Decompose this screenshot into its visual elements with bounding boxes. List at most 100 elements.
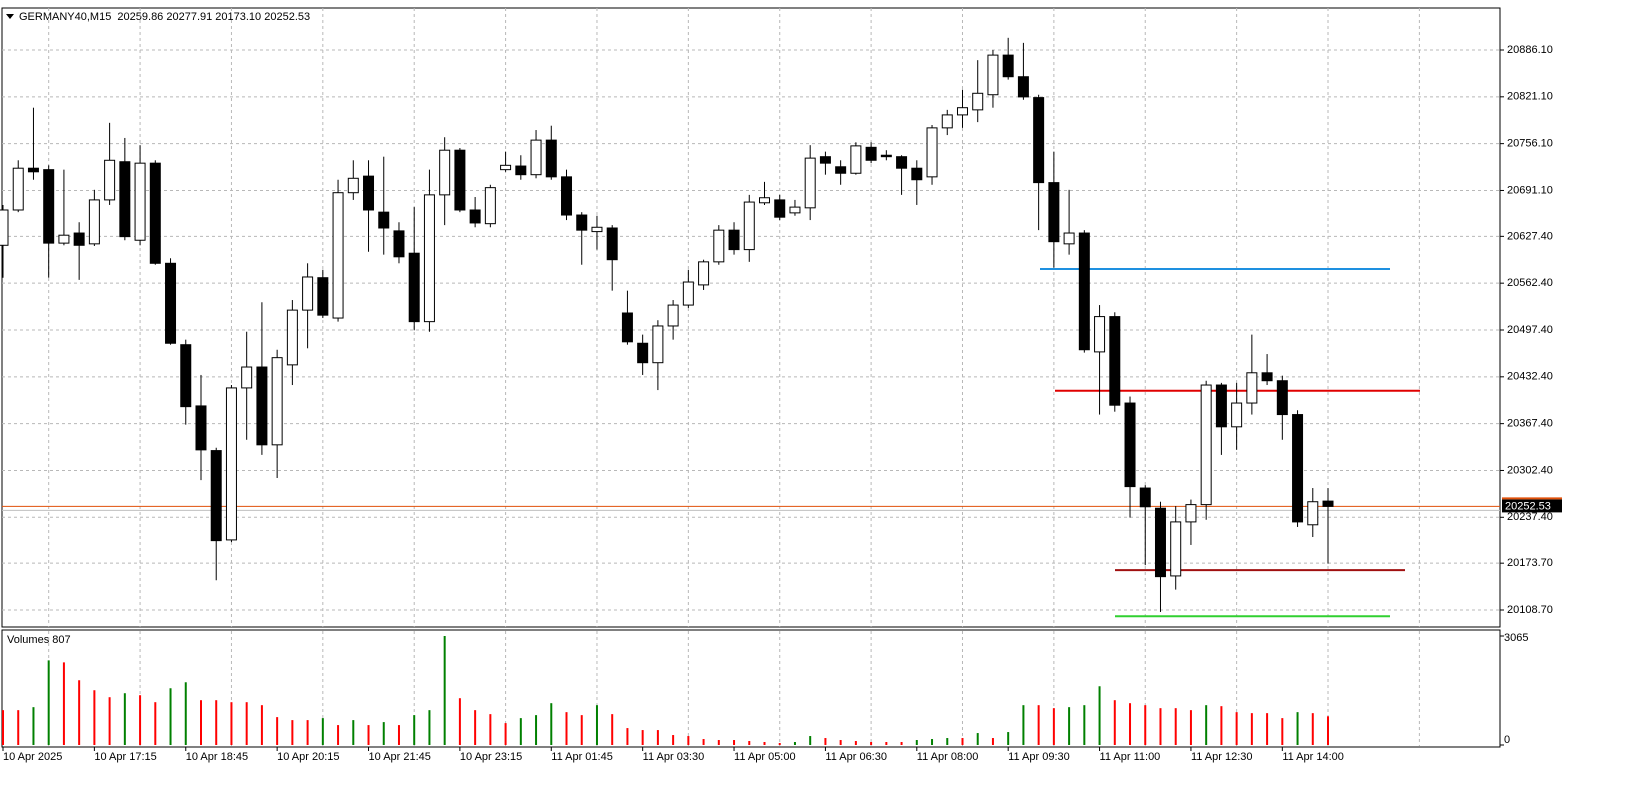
candle-body bbox=[743, 201, 755, 251]
candle-body bbox=[621, 312, 633, 343]
candle-body bbox=[423, 194, 435, 323]
candle-body bbox=[241, 366, 253, 389]
volume-tick-label: 0 bbox=[1504, 734, 1510, 746]
bid-label: 20252.53 bbox=[1505, 500, 1551, 512]
y-tick-label: 20173.70 bbox=[1507, 557, 1553, 569]
candle-body bbox=[286, 309, 298, 366]
x-tick-label: 10 Apr 18:45 bbox=[186, 751, 248, 763]
candle-body bbox=[1094, 316, 1106, 353]
candle-body bbox=[987, 54, 999, 96]
candle-body bbox=[1154, 507, 1166, 578]
candle-body bbox=[1124, 402, 1136, 488]
x-tick-label: 11 Apr 08:00 bbox=[917, 751, 979, 763]
candle-body bbox=[210, 450, 222, 542]
candle-body bbox=[500, 164, 512, 171]
candle-body bbox=[149, 162, 161, 264]
candle-body bbox=[1231, 402, 1243, 428]
candle-body bbox=[1200, 384, 1212, 506]
y-tick-label: 20562.40 bbox=[1507, 277, 1553, 289]
candle-body bbox=[58, 234, 70, 244]
candle-body bbox=[561, 176, 573, 216]
x-tick-label: 11 Apr 01:45 bbox=[551, 751, 613, 763]
candle-body bbox=[1139, 487, 1151, 508]
candle-body bbox=[835, 166, 847, 174]
y-tick-label: 20821.10 bbox=[1507, 91, 1553, 103]
x-tick-label: 11 Apr 05:00 bbox=[734, 751, 796, 763]
candle-body bbox=[454, 149, 466, 211]
candle-body bbox=[439, 149, 451, 196]
y-tick-label: 20756.10 bbox=[1507, 138, 1553, 150]
candle-body bbox=[652, 325, 664, 364]
volume-title: Volumes 807 bbox=[7, 634, 71, 646]
candle-body bbox=[637, 342, 649, 364]
candle-body bbox=[195, 405, 207, 451]
y-tick-label: 20302.40 bbox=[1507, 464, 1553, 476]
x-tick-label: 10 Apr 20:15 bbox=[277, 751, 339, 763]
y-tick-label: 20237.40 bbox=[1507, 511, 1553, 523]
candle-body bbox=[1215, 384, 1227, 428]
candle-body bbox=[88, 199, 100, 245]
candle-body bbox=[302, 276, 314, 311]
menu-arrow[interactable] bbox=[6, 14, 14, 19]
candle-body bbox=[515, 165, 527, 176]
y-tick-label: 20432.40 bbox=[1507, 371, 1553, 383]
candle-body bbox=[271, 357, 283, 446]
candle-body bbox=[469, 209, 481, 224]
candle-body bbox=[165, 262, 177, 344]
candle-body bbox=[972, 92, 984, 111]
candle-body bbox=[713, 229, 725, 263]
candle-body bbox=[1109, 316, 1121, 406]
y-tick-label: 20886.10 bbox=[1507, 44, 1553, 56]
candle-body bbox=[789, 206, 801, 214]
plot-layer: 20886.10 20821.10 20756.10 20691.10 20627.40… bbox=[0, 8, 1562, 763]
candle-body bbox=[956, 107, 968, 116]
x-tick-label: 11 Apr 03:30 bbox=[643, 751, 705, 763]
candle-body bbox=[484, 187, 496, 225]
y-tick-label: 20691.10 bbox=[1507, 184, 1553, 196]
candle-body bbox=[0, 209, 9, 246]
candle-body bbox=[1292, 414, 1304, 523]
candle-body bbox=[225, 387, 237, 541]
candle-body bbox=[134, 162, 146, 241]
candle-body bbox=[545, 139, 557, 178]
candle-body bbox=[378, 211, 390, 229]
x-tick-label: 11 Apr 09:30 bbox=[1008, 751, 1070, 763]
candle-body bbox=[119, 161, 131, 238]
candle-body bbox=[347, 177, 359, 194]
candle-body bbox=[941, 114, 953, 129]
x-tick-label: 11 Apr 11:00 bbox=[1100, 751, 1161, 763]
main-panel bbox=[1, 7, 1501, 628]
candle-body bbox=[926, 127, 938, 178]
candle-body bbox=[180, 344, 192, 408]
x-tick-label: 10 Apr 2025 bbox=[3, 751, 62, 763]
candle-body bbox=[1322, 500, 1334, 507]
volume-tick-label: 3065 bbox=[1504, 632, 1528, 644]
candle-body bbox=[1185, 504, 1197, 523]
candle-body bbox=[667, 304, 679, 327]
candle-body bbox=[317, 277, 329, 316]
candle-body bbox=[896, 156, 908, 169]
candle-body bbox=[1170, 521, 1182, 577]
candle-body bbox=[104, 159, 116, 201]
candle-body bbox=[12, 167, 24, 211]
candle-body bbox=[1261, 372, 1273, 382]
candle-body bbox=[1033, 97, 1045, 184]
candle-body bbox=[408, 252, 420, 323]
candle-body bbox=[1048, 182, 1060, 243]
candle-body bbox=[73, 232, 85, 246]
candle-body bbox=[865, 146, 877, 161]
x-tick-label: 11 Apr 12:30 bbox=[1191, 751, 1253, 763]
candle-body bbox=[363, 175, 375, 211]
candle-body bbox=[606, 227, 618, 261]
candle-body bbox=[1276, 380, 1288, 416]
candle-body bbox=[591, 226, 603, 233]
candle-body bbox=[1246, 372, 1258, 404]
candle-body bbox=[1307, 501, 1319, 526]
y-tick-label: 20627.40 bbox=[1507, 230, 1553, 242]
candle-body bbox=[1002, 54, 1014, 78]
chart-title: GERMANY40,M15 20259.86 20277.91 20173.10… bbox=[19, 11, 310, 23]
x-tick-label: 11 Apr 06:30 bbox=[825, 751, 887, 763]
bid-label-box bbox=[1502, 499, 1562, 513]
